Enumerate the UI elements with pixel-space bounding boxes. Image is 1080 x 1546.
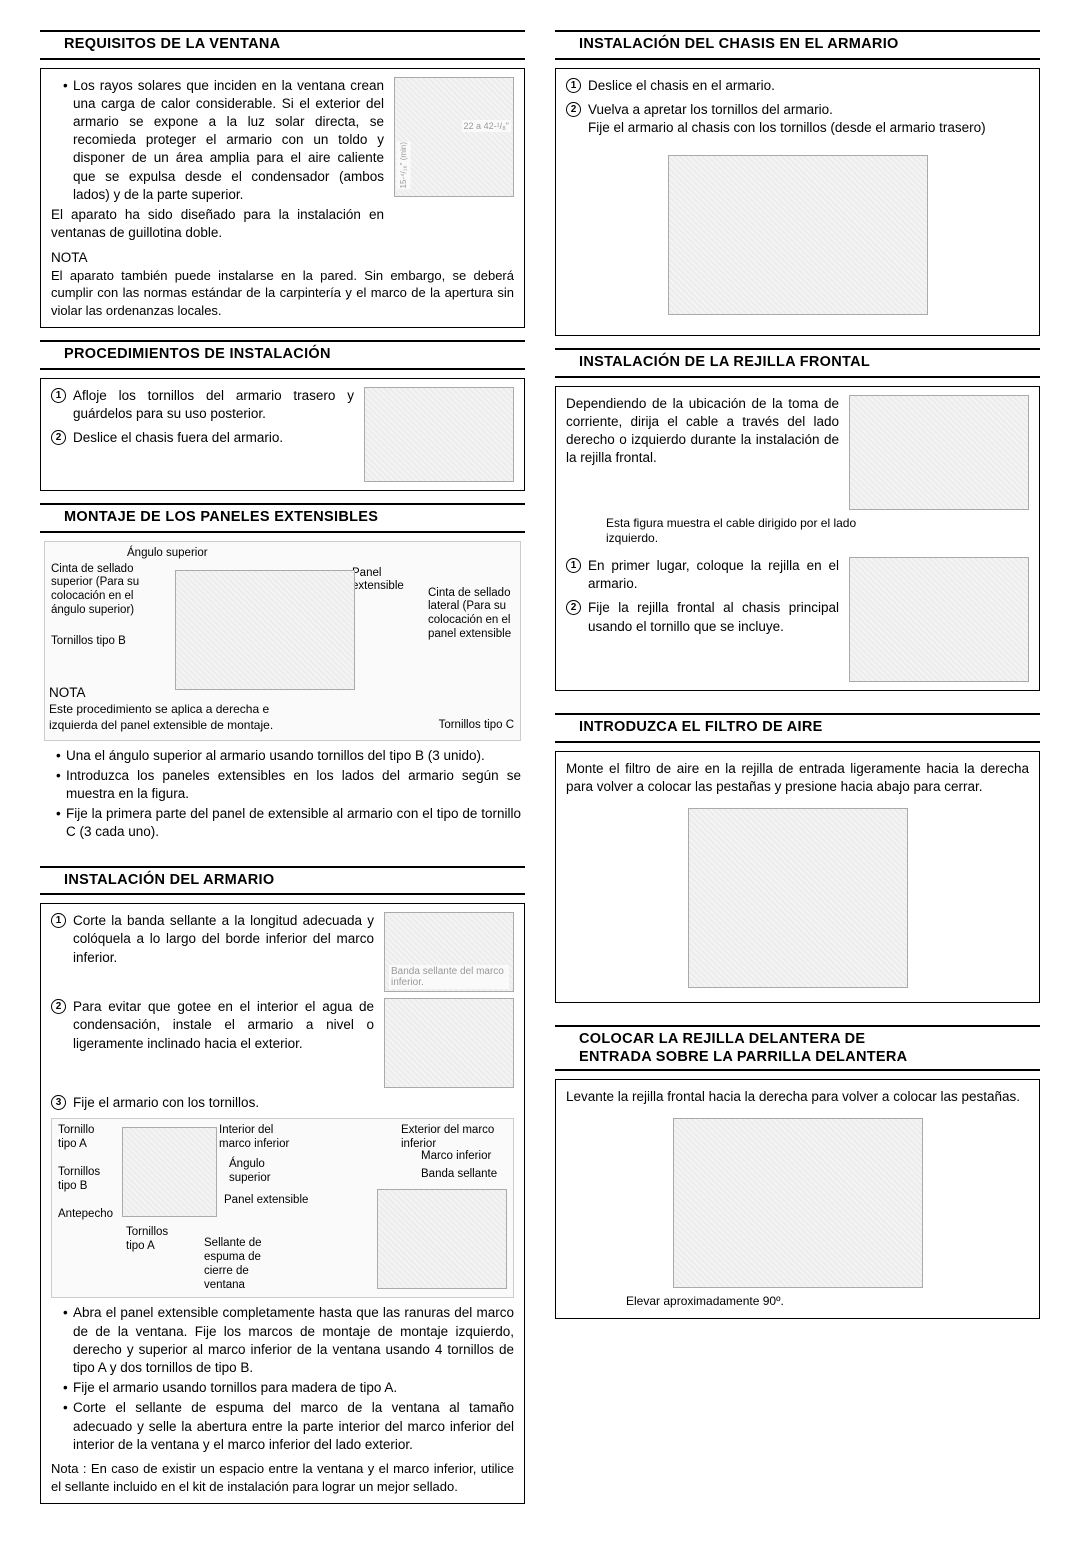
step-2: 2Deslice el chasis fuera del armario. bbox=[51, 429, 354, 447]
bullet: Introduzca los paneles extensibles en lo… bbox=[56, 767, 521, 803]
label: Panel extensible bbox=[350, 566, 420, 596]
label: Tornillos tipo A bbox=[124, 1225, 184, 1255]
figure-screw-inner1 bbox=[122, 1127, 217, 1217]
step-text: Fije el armario al chasis con los tornil… bbox=[588, 120, 986, 135]
label: Cinta de sellado superior (Para su coloc… bbox=[49, 562, 159, 619]
figure-chassis-slide bbox=[364, 387, 514, 482]
fig-caption: Elevar aproximadamente 90º. bbox=[566, 1294, 1029, 1310]
text: El aparato ha sido diseñado para la inst… bbox=[51, 206, 384, 242]
bullet: Corte el sellante de espuma del marco de… bbox=[63, 1399, 514, 1454]
bullet: Fije la primera parte del panel de exten… bbox=[56, 805, 521, 841]
figure-filter-insert bbox=[688, 808, 908, 988]
step-text: Para evitar que gotee en el interior el … bbox=[73, 999, 374, 1050]
text: Monte el filtro de aire en la rejilla de… bbox=[566, 760, 1029, 796]
heading-instalacion-armario: INSTALACIÓN DEL ARMARIO bbox=[40, 866, 525, 896]
box-rejilla-frontal: Dependiendo de la ubicación de la toma d… bbox=[555, 386, 1040, 691]
box-instalacion-armario: 1Corte la banda sellante a la longitud a… bbox=[40, 903, 525, 1504]
right-column: INSTALACIÓN DEL CHASIS EN EL ARMARIO 1De… bbox=[555, 30, 1040, 1516]
step-text: Deslice el chasis en el armario. bbox=[588, 78, 775, 93]
step-3: 3Fije el armario con los tornillos. bbox=[51, 1094, 514, 1112]
fig-caption: Esta figura muestra el cable dirigido po… bbox=[566, 516, 1029, 547]
bullet: Fije el armario usando tornillos para ma… bbox=[63, 1379, 514, 1397]
nota-text: El aparato también puede instalarse en l… bbox=[51, 267, 514, 320]
text: Los rayos solares que inciden en la vent… bbox=[63, 77, 384, 205]
figure-window-dims: 22 a 42-¹/₈" 15-⁴/₁₆" (min) bbox=[394, 77, 514, 197]
heading-requisitos: REQUISITOS DE LA VENTANA bbox=[40, 30, 525, 60]
heading-line1: COLOCAR LA REJILLA DELANTERA DE bbox=[579, 1031, 865, 1047]
heading-line2: ENTRADA SOBRE LA PARRILLA DELANTERA bbox=[579, 1049, 907, 1065]
step-text: Deslice el chasis fuera del armario. bbox=[73, 430, 283, 445]
step-2: 2Fije la rejilla frontal al chasis princ… bbox=[566, 599, 839, 635]
step-text: Fije el armario con los tornillos. bbox=[73, 1095, 259, 1110]
figure-panel-inner bbox=[175, 570, 355, 690]
bullet: Abra el panel extensible completamente h… bbox=[63, 1304, 514, 1377]
step-text: En primer lugar, coloque la rejilla en e… bbox=[588, 558, 839, 591]
box-filtro: Monte el filtro de aire en la rejilla de… bbox=[555, 751, 1040, 1003]
figure-panel-diagram: Ángulo superior Cinta de sellado superio… bbox=[44, 541, 521, 741]
bullet: Una el ángulo superior al armario usando… bbox=[56, 747, 521, 765]
step-text: Afloje los tornillos del armario trasero… bbox=[73, 388, 354, 421]
label: Antepecho bbox=[56, 1207, 115, 1223]
left-column: REQUISITOS DE LA VENTANA Los rayos solar… bbox=[40, 30, 525, 1516]
heading-paneles: MONTAJE DE LOS PANELES EXTENSIBLES bbox=[40, 503, 525, 533]
label: Banda sellante bbox=[419, 1167, 509, 1183]
page-root: REQUISITOS DE LA VENTANA Los rayos solar… bbox=[40, 30, 1040, 1516]
box-requisitos: Los rayos solares que inciden en la vent… bbox=[40, 68, 525, 329]
dim-label: 22 a 42-¹/₈" bbox=[462, 120, 511, 133]
figure-screw-inner2 bbox=[377, 1189, 507, 1289]
figure-level-install bbox=[384, 998, 514, 1088]
box-paneles: Ángulo superior Cinta de sellado superio… bbox=[40, 541, 525, 844]
note-row: Nota : En caso de existir un espacio ent… bbox=[51, 1460, 514, 1495]
label: Marco inferior bbox=[419, 1149, 509, 1165]
figure-grille-install bbox=[849, 557, 1029, 682]
label: Panel extensible bbox=[222, 1193, 317, 1209]
figure-screw-diagram: Tornillo tipo A Tornillos tipo B Antepec… bbox=[51, 1118, 514, 1298]
heading-filtro: INTRODUZCA EL FILTRO DE AIRE bbox=[555, 713, 1040, 743]
note-label: Nota : bbox=[51, 1461, 87, 1476]
step-text: Corte la banda sellante a la longitud ad… bbox=[73, 913, 374, 964]
label: Cinta de sellado lateral (Para su coloca… bbox=[426, 586, 516, 643]
step-1: 1Afloje los tornillos del armario traser… bbox=[51, 387, 354, 423]
step-2: 2 Vuelva a apretar los tornillos del arm… bbox=[566, 101, 1029, 137]
figure-chassis-install bbox=[668, 155, 928, 315]
heading-colocar-rejilla: COLOCAR LA REJILLA DELANTERA DE ENTRADA … bbox=[555, 1025, 1040, 1071]
box-colocar-rejilla: Levante la rejilla frontal hacia la dere… bbox=[555, 1079, 1040, 1319]
dim-label: 15-⁴/₁₆" (min) bbox=[397, 141, 411, 189]
figure-lift-grille bbox=[673, 1118, 923, 1288]
label: Interior del marco inferior bbox=[217, 1123, 297, 1153]
label: Tornillos tipo B bbox=[56, 1165, 116, 1195]
heading-procedimientos: PROCEDIMIENTOS DE INSTALACIÓN bbox=[40, 340, 525, 370]
step-text: Fije la rejilla frontal al chasis princi… bbox=[588, 600, 839, 633]
label: Ángulo superior bbox=[125, 546, 210, 562]
label: Ángulo superior bbox=[227, 1157, 287, 1187]
label: Sellante de espuma de cierre de ventana bbox=[202, 1236, 282, 1293]
nota-label: NOTA bbox=[51, 249, 514, 267]
step-1: 1Deslice el chasis en el armario. bbox=[566, 77, 1029, 95]
step-1: 1Corte la banda sellante a la longitud a… bbox=[51, 912, 374, 967]
step-2: 2Para evitar que gotee en el interior el… bbox=[51, 998, 374, 1053]
heading-rejilla-frontal: INSTALACIÓN DE LA REJILLA FRONTAL bbox=[555, 348, 1040, 378]
label: Tornillos tipo C bbox=[437, 718, 516, 734]
figure-seal-strip: Banda sellante del marco inferior. bbox=[384, 912, 514, 992]
nota-text: Este procedimiento se aplica a derecha e… bbox=[49, 702, 289, 733]
box-procedimientos: 1Afloje los tornillos del armario traser… bbox=[40, 378, 525, 491]
heading-chasis: INSTALACIÓN DEL CHASIS EN EL ARMARIO bbox=[555, 30, 1040, 60]
label: Tornillo tipo A bbox=[56, 1123, 116, 1153]
note-text: En caso de existir un espacio entre la v… bbox=[51, 1461, 514, 1494]
box-chasis: 1Deslice el chasis en el armario. 2 Vuel… bbox=[555, 68, 1040, 337]
text: Levante la rejilla frontal hacia la dere… bbox=[566, 1088, 1029, 1106]
figure-cable-routing bbox=[849, 395, 1029, 510]
step-text: Vuelva a apretar los tornillos del armar… bbox=[588, 102, 833, 117]
text: Dependiendo de la ubicación de la toma d… bbox=[566, 395, 839, 468]
fig-label: Banda sellante del marco inferior. bbox=[389, 965, 509, 989]
label: Tornillos tipo B bbox=[49, 634, 128, 650]
step-1: 1En primer lugar, coloque la rejilla en … bbox=[566, 557, 839, 593]
